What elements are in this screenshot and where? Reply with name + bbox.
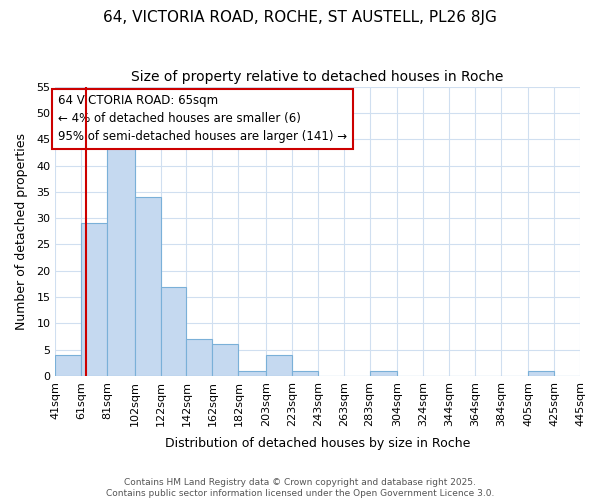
- Bar: [55, 355, 81, 376]
- Bar: [238, 371, 266, 376]
- Bar: [134, 197, 161, 376]
- Bar: [370, 371, 397, 376]
- Text: Contains HM Land Registry data © Crown copyright and database right 2025.
Contai: Contains HM Land Registry data © Crown c…: [106, 478, 494, 498]
- Text: 64 VICTORIA ROAD: 65sqm
← 4% of detached houses are smaller (6)
95% of semi-deta: 64 VICTORIA ROAD: 65sqm ← 4% of detached…: [58, 94, 347, 144]
- Bar: [81, 224, 107, 376]
- Bar: [292, 371, 317, 376]
- Bar: [107, 144, 134, 376]
- Text: 64, VICTORIA ROAD, ROCHE, ST AUSTELL, PL26 8JG: 64, VICTORIA ROAD, ROCHE, ST AUSTELL, PL…: [103, 10, 497, 25]
- Bar: [266, 355, 292, 376]
- Bar: [528, 371, 554, 376]
- Bar: [187, 339, 212, 376]
- X-axis label: Distribution of detached houses by size in Roche: Distribution of detached houses by size …: [165, 437, 470, 450]
- Bar: [161, 286, 187, 376]
- Title: Size of property relative to detached houses in Roche: Size of property relative to detached ho…: [131, 70, 504, 84]
- Bar: [212, 344, 238, 376]
- Y-axis label: Number of detached properties: Number of detached properties: [15, 133, 28, 330]
